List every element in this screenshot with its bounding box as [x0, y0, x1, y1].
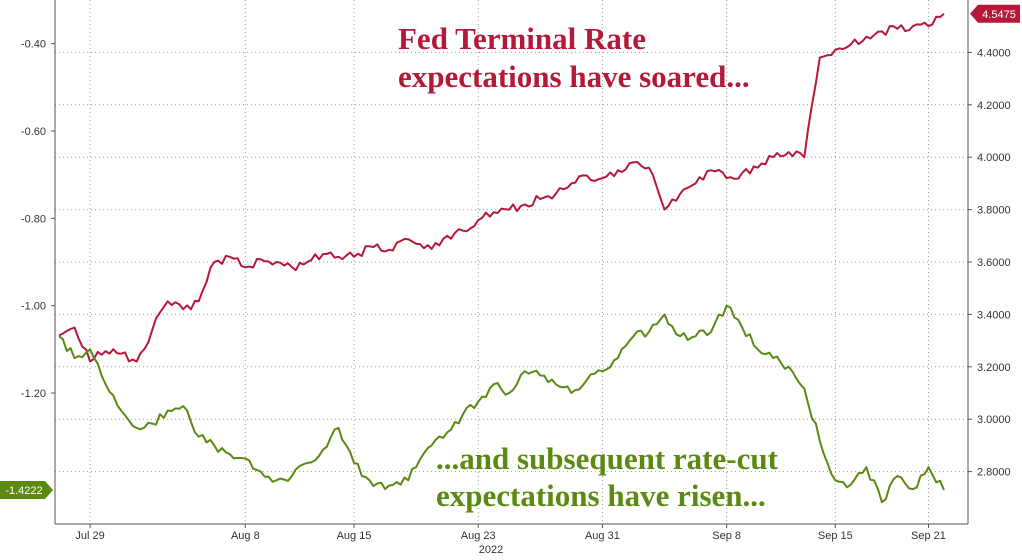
right-tick-label: 3.4000: [977, 309, 1011, 321]
rate-cut-expectations-line: [58, 304, 945, 504]
annotation-terminal-rate: Fed Terminal Rate expectations have soar…: [398, 21, 750, 94]
series-lines: [58, 13, 945, 504]
left-last-value-badge-bg: [0, 481, 53, 500]
annotation-rate-cut-line-2: expectations have risen...: [436, 478, 766, 513]
right-tick-label: 4.4000: [977, 47, 1011, 59]
left-tick-label: -1.20: [21, 388, 46, 400]
x-tick-label: Aug 31: [585, 530, 620, 542]
right-last-value-badge-bg: [970, 4, 1020, 23]
left-tick-label: -0.80: [21, 213, 46, 225]
left-tick-label: -0.40: [21, 39, 46, 51]
x-tick-label: Aug 8: [231, 530, 260, 542]
left-last-value-badge: -1.4222: [0, 481, 53, 500]
x-tick-label: Sep 15: [818, 530, 853, 542]
left-tick-label: -1.00: [21, 301, 46, 313]
right-tick-label: 3.8000: [977, 205, 1011, 217]
x-tick-label: Sep 8: [712, 530, 741, 542]
right-tick-label: 3.6000: [977, 257, 1011, 269]
x-axis-year-label: 2022: [479, 544, 503, 556]
x-tick-label: Jul 29: [75, 530, 104, 542]
right-tick-label: 2.8000: [977, 467, 1011, 479]
grid-lines: [55, 0, 968, 524]
right-tick-label: 4.2000: [977, 100, 1011, 112]
annotation-terminal-rate-line-1: Fed Terminal Rate: [398, 21, 646, 56]
left-last-value-label: -1.4222: [5, 485, 42, 497]
right-last-value-badge: 4.5475: [970, 4, 1020, 23]
x-tick-label: Sep 21: [911, 530, 946, 542]
right-tick-label: 3.2000: [977, 362, 1011, 374]
annotation-terminal-rate-line-2: expectations have soared...: [398, 59, 750, 94]
x-tick-label: Aug 15: [337, 530, 372, 542]
annotation-rate-cut: ...and subsequent rate-cut expectations …: [436, 441, 779, 513]
x-tick-label: Aug 23: [461, 530, 496, 542]
left-axis-ticks: -0.40 -0.60 -0.80 -1.00 -1.20: [21, 39, 55, 400]
annotation-rate-cut-line-1: ...and subsequent rate-cut: [436, 441, 779, 476]
right-tick-label: 4.0000: [977, 152, 1011, 164]
left-tick-label: -0.60: [21, 126, 46, 138]
right-axis-ticks: 4.4000 4.2000 4.0000 3.8000 3.6000 3.4000 3.20…: [968, 47, 1011, 479]
right-tick-label: 3.0000: [977, 414, 1011, 426]
right-last-value-label: 4.5475: [982, 9, 1016, 21]
x-axis-ticks: Jul 29 Aug 8 Aug 15 Aug 23 Aug 31 Sep 8 Sep 15…: [75, 524, 946, 542]
terminal-rate-line: [58, 13, 945, 363]
